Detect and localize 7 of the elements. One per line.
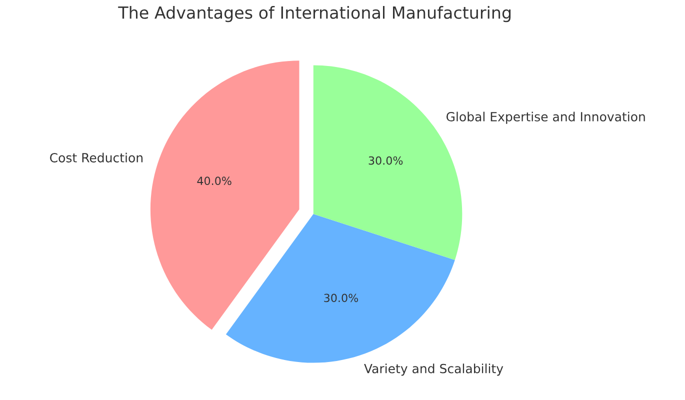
slice-label: Variety and Scalability	[364, 364, 504, 376]
slice-label: Global Expertise and Innovation	[446, 112, 645, 124]
slice-label: Cost Reduction	[50, 152, 143, 162]
data-label: 40.0%	[197, 176, 232, 186]
data-label: 30.0%	[324, 294, 358, 302]
chart-title: The Advantages of International Manufacturing	[118, 6, 511, 22]
data-label: 30.0%	[368, 156, 403, 165]
